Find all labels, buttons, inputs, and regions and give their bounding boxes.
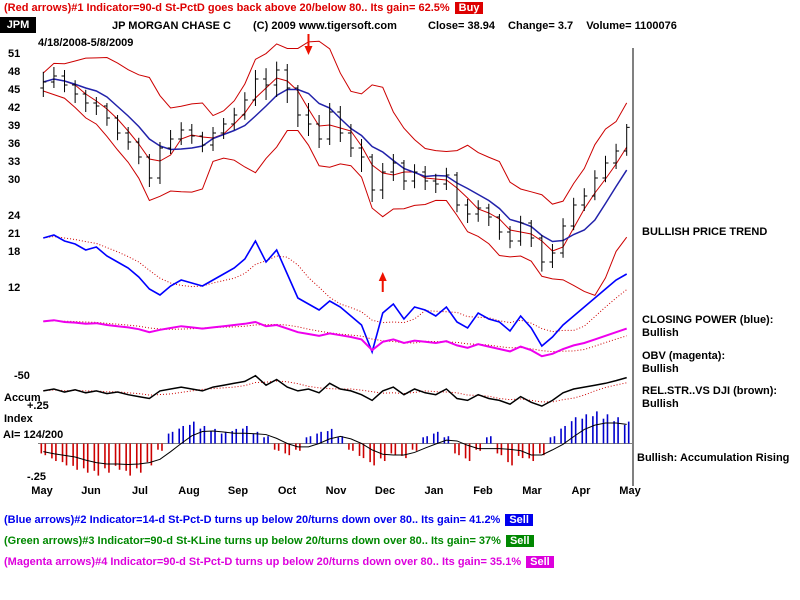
month-label: May (31, 485, 53, 497)
month-label: Dec (374, 485, 396, 497)
relstr-status: Bullish (642, 398, 679, 410)
change-label: Change= (508, 20, 555, 32)
ai-bottom-scale: -.25 (27, 471, 46, 483)
signal-summary-green: (Green arrows)#3 Indicator=90-d St-KLine… (4, 535, 534, 547)
signal-text-red: (Red arrows)#1 Indicator=90-d St-PctD go… (4, 2, 450, 14)
signal-text-green: (Green arrows)#3 Indicator=90-d St-KLine… (4, 535, 501, 547)
month-label: Apr (571, 485, 591, 497)
month-label: Oct (277, 485, 297, 497)
signal-text-blue: (Blue arrows)#2 Indicator=14-d St-Pct-D … (4, 514, 501, 526)
date-range: 4/18/2008-5/8/2009 (38, 37, 134, 49)
copyright-text: (C) 2009 www.tigersoft.com (253, 20, 397, 32)
month-label: Aug (178, 485, 200, 497)
quote-stats: Close= 38.94 Change= 3.7 Volume= 1100076 (428, 20, 677, 32)
ticker-symbol: JPM (0, 17, 36, 33)
closing-power-label: CLOSING POWER (blue): (642, 314, 774, 326)
signal-text-magenta: (Magenta arrows)#4 Indicator=90-d St-Pct… (4, 556, 522, 568)
buy-badge: Buy (454, 2, 484, 14)
price-axis-label: 18 (8, 246, 21, 258)
month-label: Jun (81, 485, 101, 497)
price-axis-label: 42 (8, 102, 21, 114)
ai-top-scale: +.25 (27, 400, 49, 412)
closing-power-status: Bullish (642, 327, 679, 339)
price-axis-label: 33 (8, 156, 21, 168)
price-axis-label: 36 (8, 138, 21, 150)
price-axis-label: 30 (8, 174, 21, 186)
price-axis-label: 48 (8, 66, 21, 78)
volume-label: Volume= (586, 20, 632, 32)
close-value: 38.94 (467, 20, 495, 32)
price-axis-label: 24 (8, 210, 21, 222)
sell-badge-magenta: Sell (526, 556, 554, 568)
signal-summary-red: (Red arrows)#1 Indicator=90-d St-PctD go… (4, 2, 484, 14)
signal-summary-blue: (Blue arrows)#2 Indicator=14-d St-Pct-D … (4, 514, 533, 526)
obv-status: Bullish (642, 363, 679, 375)
accum-label: Accum (4, 392, 41, 404)
month-label: Jul (132, 485, 148, 497)
relstr-scale-label: -50 (14, 370, 30, 382)
price-axis-label: 21 (8, 228, 21, 240)
company-name: JP MORGAN CHASE C (112, 20, 231, 32)
month-label: Nov (325, 485, 347, 497)
relstr-label: REL.STR..VS DJI (brown): (642, 385, 778, 397)
close-label: Close= (428, 20, 465, 32)
signal-summary-magenta: (Magenta arrows)#4 Indicator=90-d St-Pct… (4, 556, 554, 568)
ai-value-label: AI= 124/200 (3, 429, 64, 441)
sell-badge-blue: Sell (505, 514, 533, 526)
price-axis-label: 12 (8, 282, 21, 294)
month-label: Mar (522, 485, 542, 497)
month-label: Sep (227, 485, 249, 497)
obv-label: OBV (magenta): (642, 350, 726, 362)
month-label: Feb (473, 485, 493, 497)
accumulation-status: Bullish: Accumulation Rising (637, 452, 790, 464)
month-label: Jan (424, 485, 444, 497)
sell-badge-green: Sell (505, 535, 534, 547)
index-label: Index (4, 413, 33, 425)
price-axis-label: 39 (8, 120, 21, 132)
price-axis-label: 51 (8, 48, 21, 60)
month-label: May (619, 485, 641, 497)
price-axis-label: 45 (8, 84, 21, 96)
month-axis: May Jun Jul Aug Sep Oct Nov Dec Jan Feb Mar Apr May (0, 485, 660, 499)
price-trend-label: BULLISH PRICE TREND (642, 226, 768, 238)
volume-value: 1100076 (634, 20, 677, 32)
change-value: 3.7 (557, 20, 574, 32)
